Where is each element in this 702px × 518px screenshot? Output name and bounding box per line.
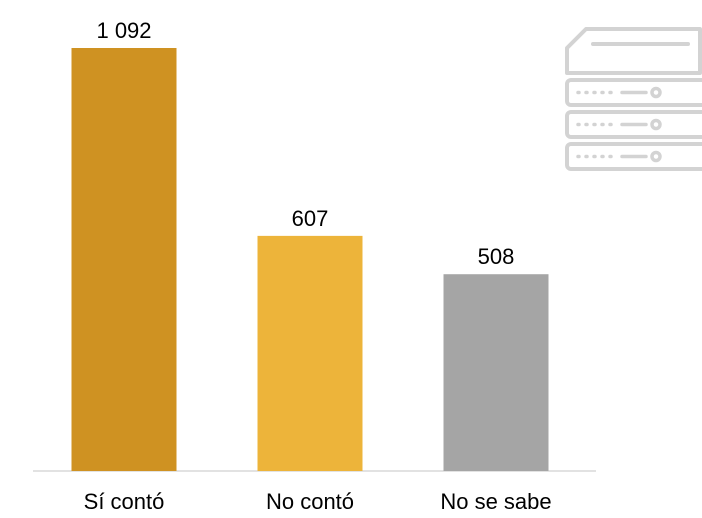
- bar-1: [257, 235, 363, 471]
- data-label-2: 508: [478, 244, 515, 269]
- value-labels-group: 1 092 607 508: [96, 18, 514, 269]
- x-tick-label-2: No se sabe: [440, 489, 551, 514]
- x-tick-label-0: Sí contó: [84, 489, 165, 514]
- bars-group: [71, 48, 549, 471]
- server-rack-icon: [565, 27, 702, 171]
- data-label-0: 1 092: [96, 18, 151, 43]
- x-tick-label-1: No contó: [266, 489, 354, 514]
- bar-2: [443, 274, 549, 471]
- bar-0: [71, 48, 177, 471]
- tick-labels-group: Sí contó No contó No se sabe: [84, 489, 552, 514]
- data-label-1: 607: [292, 206, 329, 231]
